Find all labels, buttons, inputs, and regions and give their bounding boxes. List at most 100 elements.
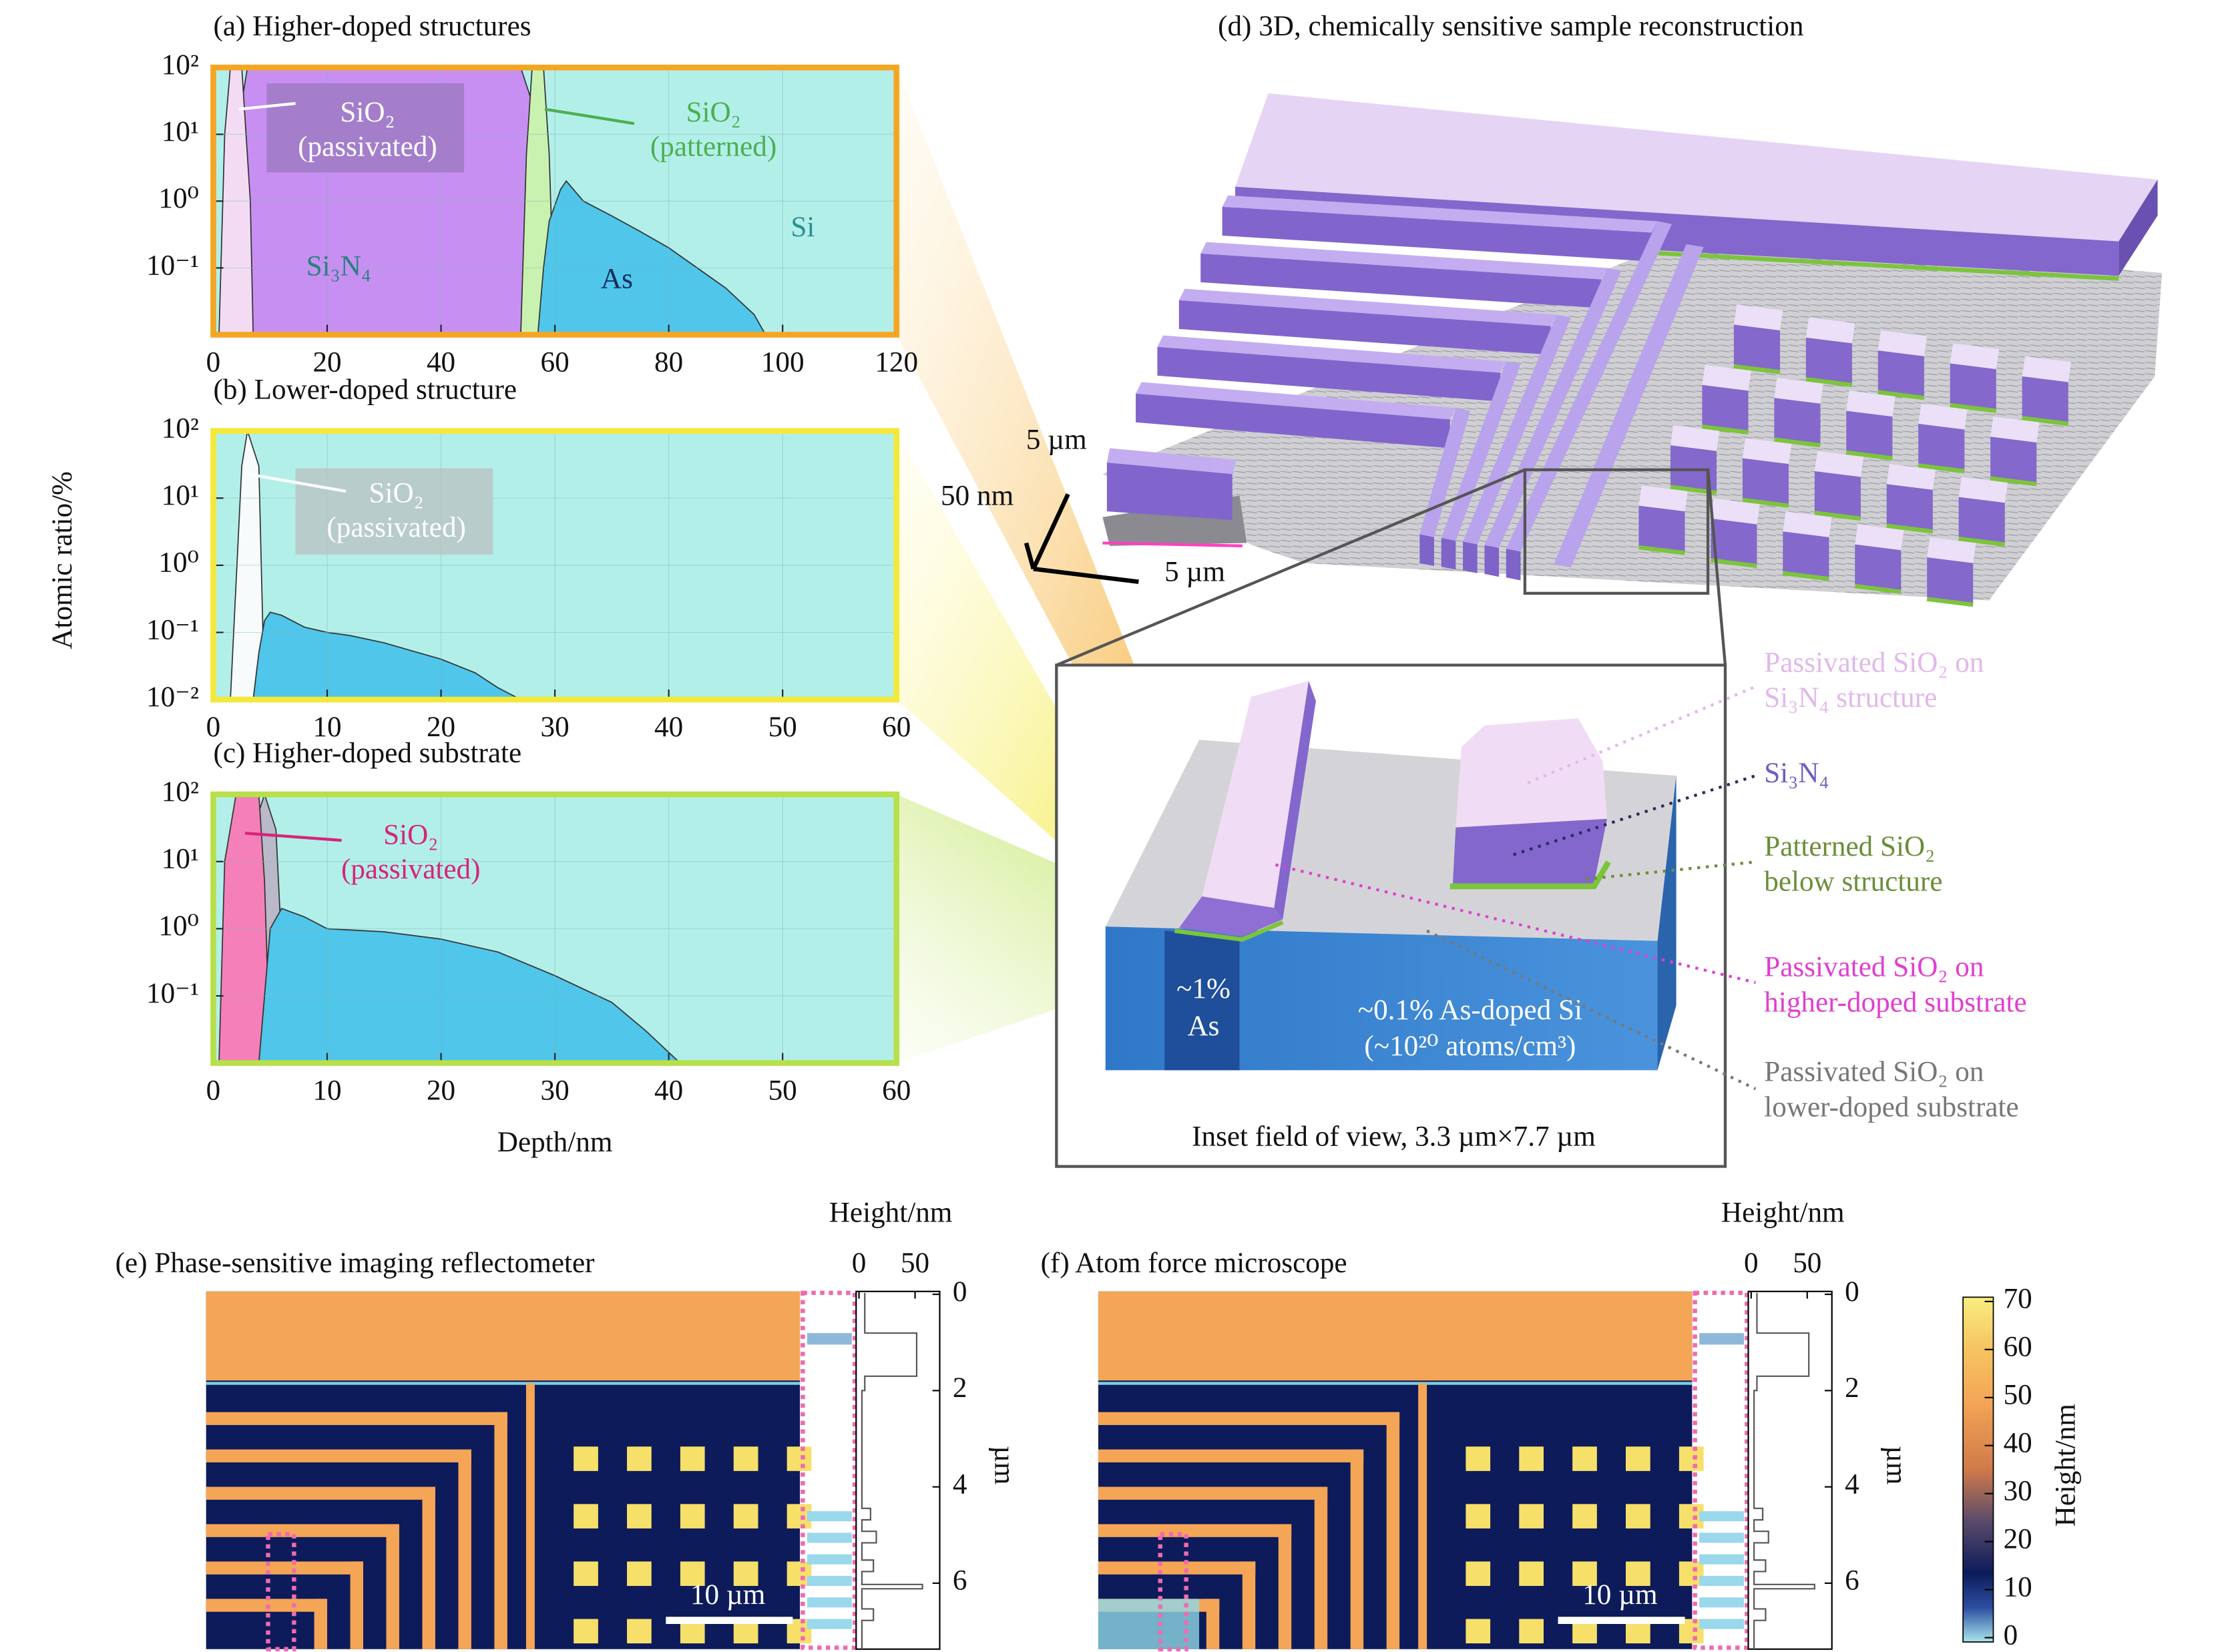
cube-front [1886,484,1933,531]
map-stripe [422,1486,435,1649]
map-square [1519,1619,1544,1644]
x-tick-label: 20 [427,1075,455,1107]
map-title: (f) Atom force microscope [1041,1248,1347,1279]
colorbar-tick-label: 50 [2004,1380,2032,1411]
cube-base [1958,536,2006,547]
map-square [1572,1561,1597,1586]
depth-tick-label: 0 [953,1276,967,1308]
cube-front [1783,531,1829,578]
colorbar-tick-label: 10 [2004,1571,2032,1603]
profile-box [855,1290,941,1650]
slab-side [2118,180,2158,276]
series-label: Si [791,212,815,243]
label-box [266,83,465,173]
map-square [733,1504,758,1529]
colorbar-tick-label: 70 [2004,1284,2032,1315]
roi-box [801,1290,857,1650]
x-axis-label: Depth/nm [497,1127,613,1158]
x-tick-label: 0 [206,347,221,378]
roi-box [1158,1532,1188,1651]
inset-label: As [1188,1011,1220,1042]
map-square [680,1504,705,1529]
x-tick-label: 30 [541,1075,570,1107]
cube-base [1814,511,1861,521]
map-stripe [206,1486,435,1500]
scale-label: 5 µm [1026,425,1087,456]
y-tick-label: 10¹ [162,844,199,875]
depth-tick-label: 0 [1845,1276,1859,1308]
x-tick-label: 100 [761,347,805,378]
map-square [1572,1446,1597,1471]
map-strip-line [807,1533,852,1543]
y-tick-label: 10⁻¹ [146,614,199,645]
scale-bar-label: 10 µm [1582,1579,1657,1611]
chart: (a) Higher-doped structures 10² 10¹ 10⁰ 10⁻¹… [146,11,918,378]
map-square [1679,1446,1704,1471]
y-tick-label: 10¹ [162,116,199,148]
map-square [787,1446,812,1471]
cube-top [1855,524,1904,551]
map-strip-top [1699,1333,1745,1345]
map-strip-line [1699,1511,1745,1522]
label-leader [239,101,296,111]
cube-base [1886,523,1934,534]
oxide-edge [1449,860,1611,890]
series-label: SiO₂ [369,477,424,509]
x-tick-label: 10 [312,1075,341,1107]
profile-curve [861,1292,923,1649]
inset-render [1105,681,1677,1071]
cube-top [1990,417,2040,443]
cube-front [1805,337,1852,384]
colorbar-tick-label: 60 [2004,1332,2032,1363]
y-tick-label: 10⁻¹ [146,250,199,281]
x-tick-label: 40 [427,347,455,378]
cube-top [2022,356,2072,382]
label-leader [244,832,342,842]
cube-front [1711,518,1757,565]
profile-tick-label: 0 [1744,1248,1759,1279]
cube-front [1638,505,1685,552]
map-stripe [206,1412,507,1425]
bar-arm [1463,314,1571,545]
cube-base [1918,463,1965,474]
map-patch [1098,1599,1200,1649]
colorbar-label: Height/nm [2050,1404,2082,1527]
y-tick-label: 10¹ [162,480,199,511]
chart-frame [210,791,900,1066]
series-label: SiO₂ [340,97,395,128]
scale-arrow [1024,542,1036,570]
leader [1426,929,1757,1091]
bar-front [1200,253,1602,308]
cube-front [1774,398,1821,445]
legend-label: Passivated SiO₂ on [1764,647,1984,678]
profile-tick-label: 0 [852,1248,867,1279]
bar-top [1554,244,1704,568]
map-square [627,1619,652,1644]
cube-base [1990,476,2037,487]
map-stripe [1206,1599,1220,1649]
map-stripe [386,1524,399,1649]
map-stripe [1386,1412,1400,1649]
map-strip-line [807,1619,852,1629]
map-strip-line [1699,1597,1745,1608]
map-stripe [206,1449,471,1462]
map-stripe [458,1449,471,1649]
3d-render [1102,93,2163,607]
cube-top [1702,364,1751,391]
map-square [733,1446,758,1471]
cube-front [2022,376,2068,423]
cube-front [1855,544,1902,591]
cube-base [1854,583,1902,594]
cube-front [1814,471,1861,517]
leader [1585,860,1756,881]
map-square [733,1561,758,1586]
bar-arm-side [1441,537,1456,570]
bar-top [1222,195,1658,233]
x-tick-label: 20 [427,712,455,743]
cube-front [1702,384,1749,431]
roi-box [266,1532,296,1651]
legend-label: higher-doped substrate [1764,987,2026,1018]
map-stripe [1418,1383,1427,1649]
depth-tick-label: 4 [953,1469,967,1500]
x-tick-label: 10 [312,712,341,743]
